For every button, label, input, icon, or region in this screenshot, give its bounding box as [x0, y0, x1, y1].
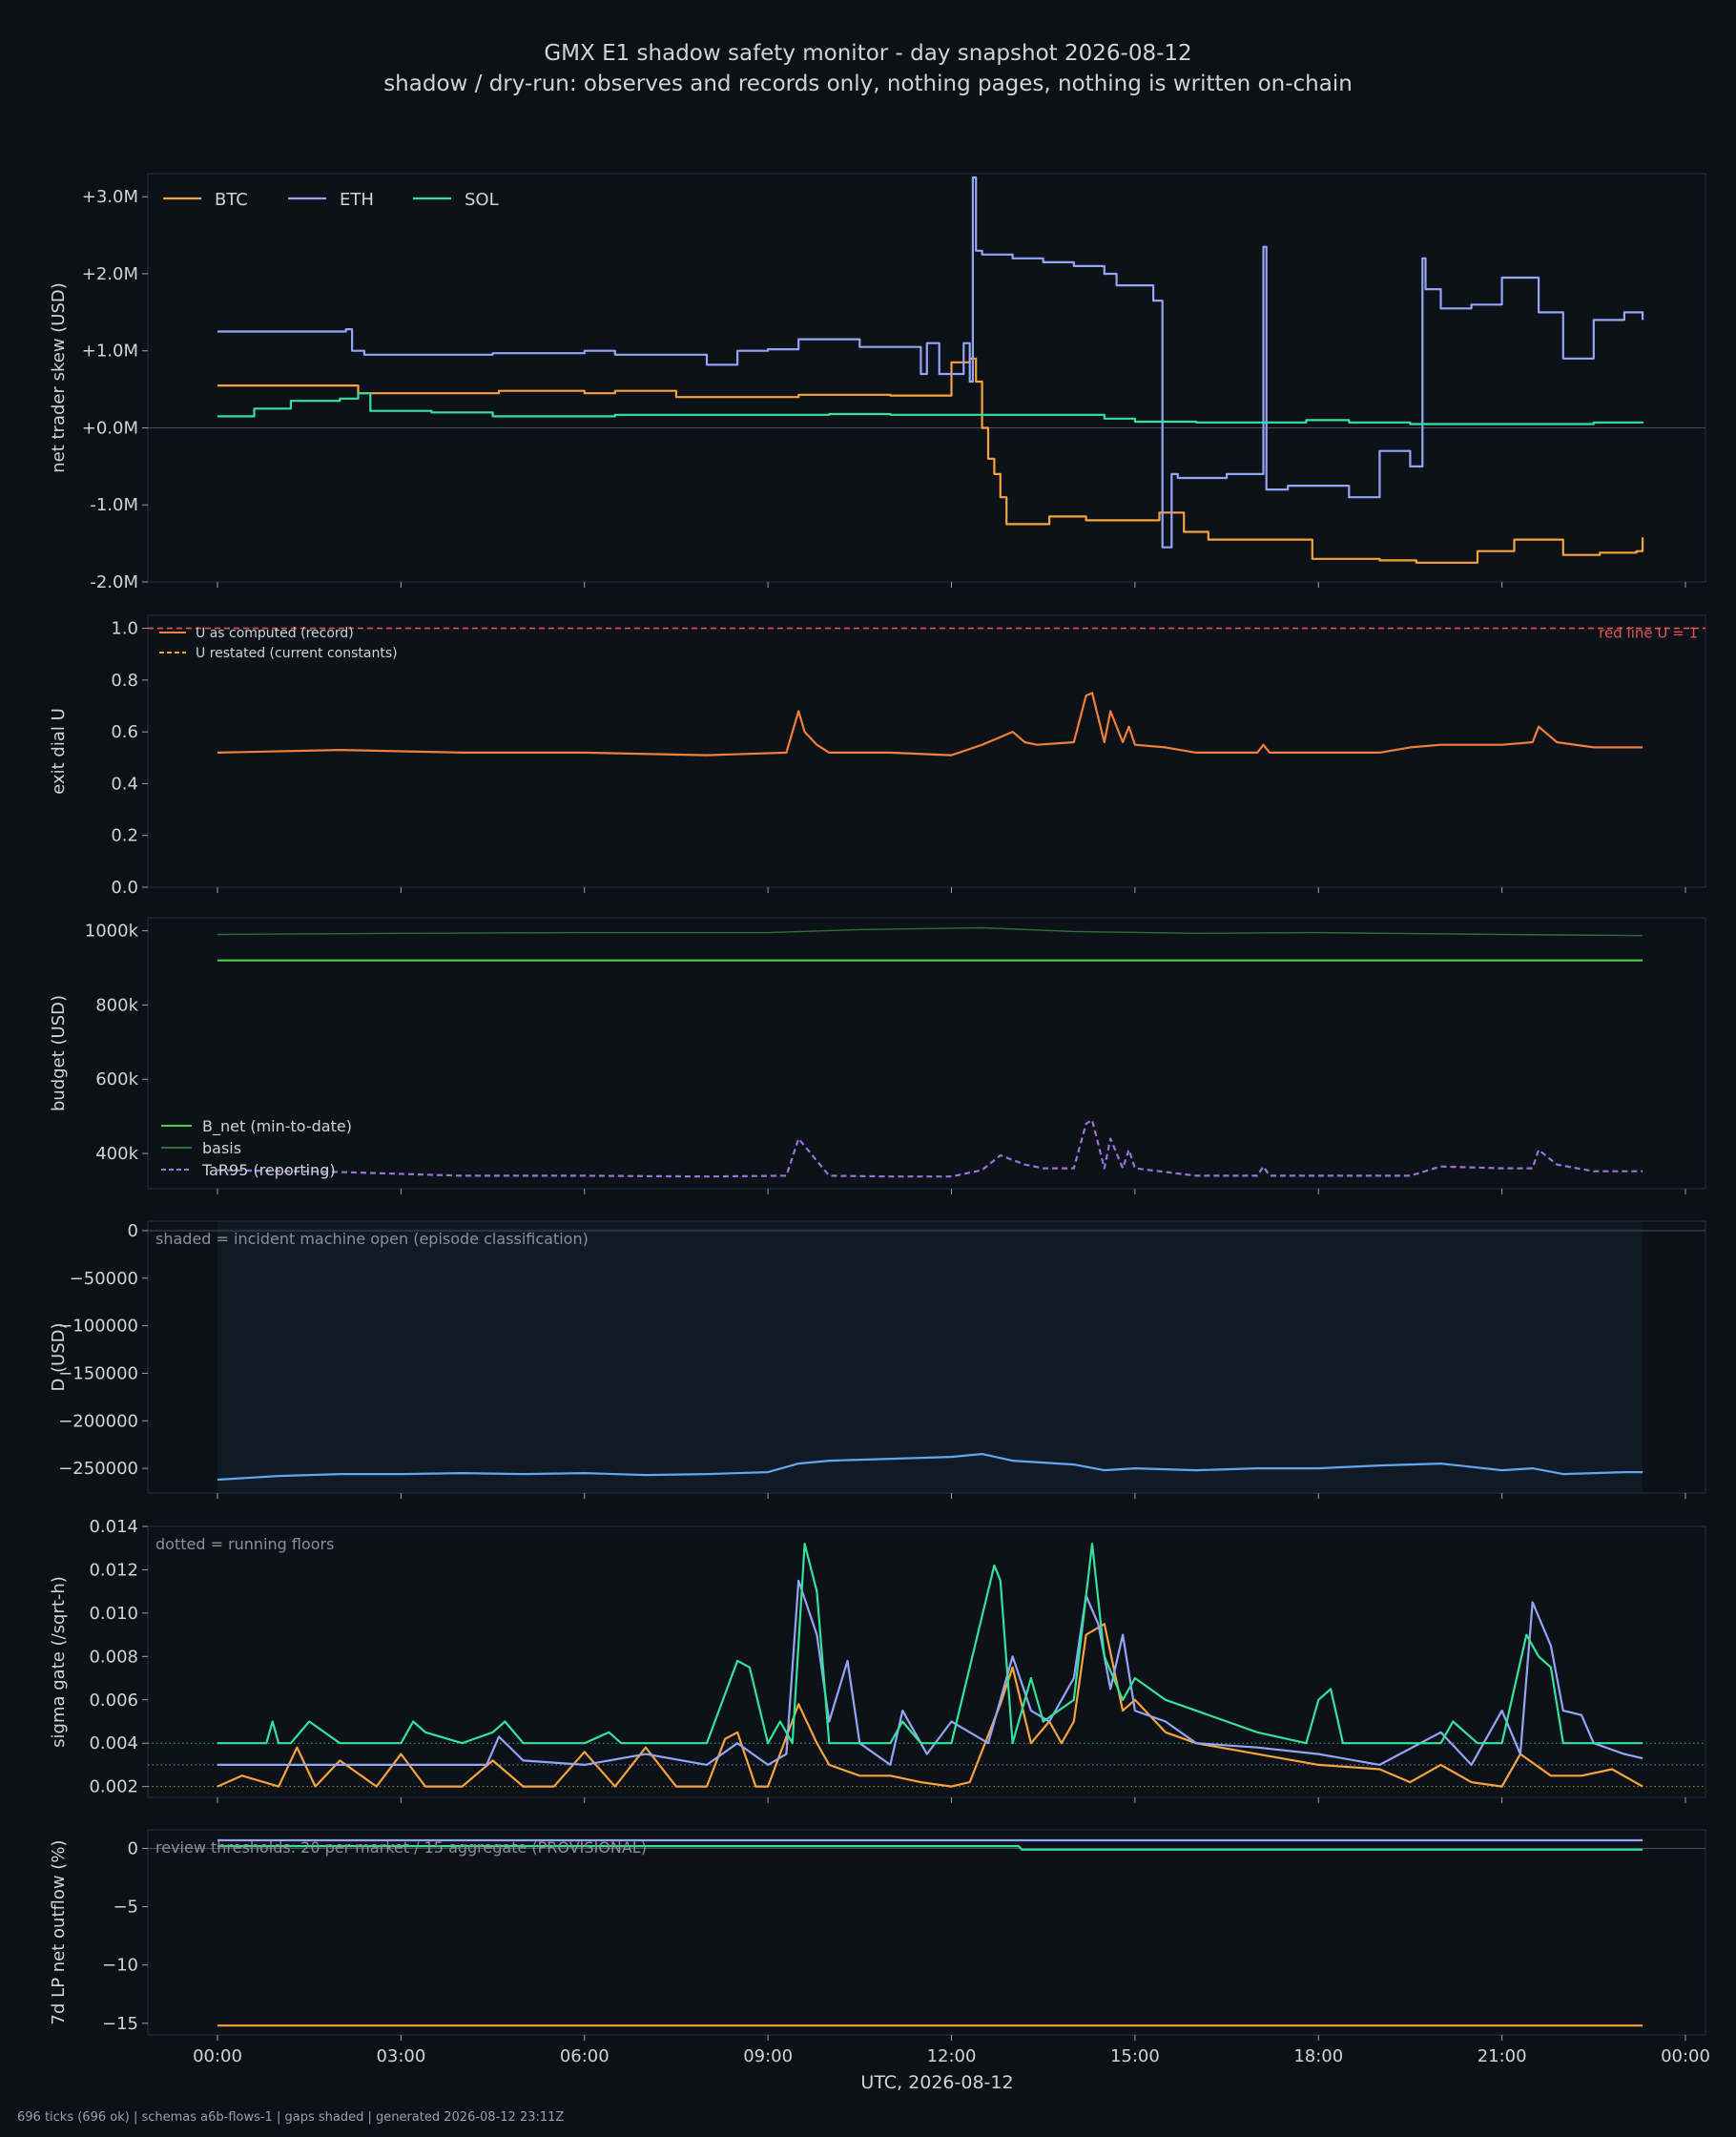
y-tick-label: 400k [95, 1144, 138, 1164]
y-tick-label: 0.010 [89, 1604, 138, 1624]
x-tick-label: 03:00 [376, 2046, 425, 2066]
y-axis-label: 7d LP net outflow (%) [49, 1840, 69, 2025]
panel-6: −15 −10 −5 0 00:00 03:00 06:00 09:00 12:00 15:00 1… [49, 1829, 1710, 2093]
x-tick-label: 12:00 [927, 2046, 977, 2066]
y-tick-label: -2.0M [90, 572, 138, 592]
y-tick-label: 1.0 [111, 619, 138, 639]
y-tick-label: +1.0M [82, 342, 138, 362]
x-tick-label: 21:00 [1478, 2046, 1527, 2066]
series-line-basis [217, 926, 1643, 937]
chart-title: GMX E1 shadow safety monitor - day snaps… [544, 41, 1192, 66]
x-axis-label: UTC, 2026-08-12 [860, 2072, 1013, 2093]
y-tick-label: 0.002 [89, 1777, 138, 1797]
incident-shade [217, 1222, 1643, 1492]
y-tick-label: 0.012 [89, 1560, 138, 1580]
y-tick-label: 0.2 [111, 826, 138, 846]
y-tick-label: −100000 [58, 1317, 138, 1337]
footer-status: 696 ticks (696 ok) | schemas a6b-flows-1… [17, 2110, 565, 2125]
y-axis-label: net trader skew (USD) [49, 282, 69, 473]
y-tick-label: 0.006 [89, 1691, 138, 1711]
legend-entry: U restated (current constants) [159, 646, 398, 661]
y-tick-label: +0.0M [82, 418, 138, 438]
plot-frame [147, 173, 1706, 583]
legend-label: U as computed (record) [196, 626, 354, 641]
panel-1: -2.0M -1.0M +0.0M +1.0M +2.0M +3.0M net trader… [49, 173, 1706, 592]
legend-entry: TaR95 (reporting) [161, 1161, 336, 1179]
series-line-sol [217, 1543, 1643, 1745]
plot-frame [147, 1829, 1706, 2036]
legend-entry: B_net (min-to-date) [161, 1117, 352, 1136]
panel-4: 0 −50000 −100000 −150000 −200000 −250000 D (US… [49, 1220, 1706, 1499]
series-line-btc [217, 1623, 1643, 1788]
y-tick-label: 0.4 [111, 774, 138, 794]
legend-label: B_net (min-to-date) [202, 1117, 352, 1136]
y-tick-label: 0 [128, 1221, 138, 1241]
x-tick-label: 00:00 [193, 2046, 242, 2066]
y-tick-label: +2.0M [82, 264, 138, 284]
y-tick-label: 0.004 [89, 1733, 138, 1753]
page-header: GMX E1 shadow safety monitor - day snaps… [0, 38, 1736, 99]
legend-label: TaR95 (reporting) [201, 1161, 336, 1179]
y-tick-label: 0 [128, 1839, 138, 1859]
legend-entry: basis [161, 1139, 241, 1157]
legend-entry-btc: BTC [163, 190, 248, 210]
panel-2: 0.0 0.2 0.4 0.6 0.8 1.0 exit dial U red line U … [49, 614, 1706, 898]
legend-label: BTC [215, 190, 248, 210]
legend-label: U restated (current constants) [196, 646, 398, 661]
legend-entry-sol: SOL [413, 190, 499, 210]
series-line-btc [217, 357, 1644, 564]
series-line-sol [217, 392, 1644, 425]
y-tick-label: 600k [95, 1069, 138, 1089]
series-line-d [217, 1452, 1643, 1482]
y-axis-label: exit dial U [49, 708, 69, 795]
y-tick-label: −200000 [58, 1411, 138, 1431]
legend-label: basis [202, 1139, 241, 1157]
x-tick-label: 09:00 [743, 2046, 793, 2066]
y-tick-label: 0.014 [89, 1517, 138, 1537]
y-axis-label: D (USD) [49, 1322, 69, 1391]
y-tick-label: 800k [95, 995, 138, 1015]
y-tick-label: −10 [102, 1956, 138, 1976]
y-tick-label: −15 [102, 2014, 138, 2034]
chart-subtitle: shadow / dry-run: observes and records o… [383, 72, 1353, 96]
plot-frame [147, 1525, 1706, 1798]
x-tick-label: 00:00 [1661, 2046, 1710, 2066]
red-line-label: red line U = 1 [1599, 625, 1698, 642]
x-tick-label: 06:00 [560, 2046, 610, 2066]
y-tick-label: 0.0 [111, 878, 138, 898]
y-tick-label: 1000k [85, 922, 139, 942]
series-line-tar95-reporting [217, 1118, 1643, 1178]
y-tick-label: 0.6 [111, 722, 138, 742]
series-line-eth [217, 176, 1644, 549]
panel-annotation: shaded = incident machine open (episode … [155, 1230, 589, 1248]
y-tick-label: −50000 [70, 1269, 138, 1289]
panel-annotation: dotted = running floors [155, 1535, 334, 1553]
panel-3: 400k 600k 800k 1000k budget (USD) B_net (min-… [49, 917, 1706, 1194]
y-tick-label: −250000 [58, 1459, 138, 1479]
panel-annotation: review thresholds: 20 per market / 15 ag… [155, 1838, 647, 1857]
series-line-sol [217, 1844, 1643, 1851]
legend-entry-eth: ETH [288, 190, 374, 210]
panel-5: 0.002 0.004 0.006 0.008 0.010 0.012 0.014 sigma… [49, 1517, 1706, 1803]
y-axis-label: sigma gate (/sqrt-h) [49, 1576, 69, 1748]
y-axis-label: budget (USD) [49, 995, 69, 1111]
legend-entry: U as computed (record) [159, 626, 354, 641]
series-line-eth [217, 1579, 1643, 1767]
y-tick-label: -1.0M [90, 495, 138, 515]
legend-label: ETH [340, 190, 374, 210]
x-tick-label: 15:00 [1110, 2046, 1160, 2066]
x-tick-label: 18:00 [1293, 2046, 1343, 2066]
y-tick-label: 0.008 [89, 1647, 138, 1667]
y-tick-label: −150000 [58, 1363, 138, 1383]
plot-frame [147, 917, 1706, 1190]
y-tick-label: −5 [113, 1898, 138, 1918]
series-line-u-as-computed-record [217, 692, 1643, 757]
y-tick-label: 0.8 [111, 671, 138, 691]
legend-label: SOL [465, 190, 499, 210]
y-tick-label: +3.0M [82, 187, 138, 207]
